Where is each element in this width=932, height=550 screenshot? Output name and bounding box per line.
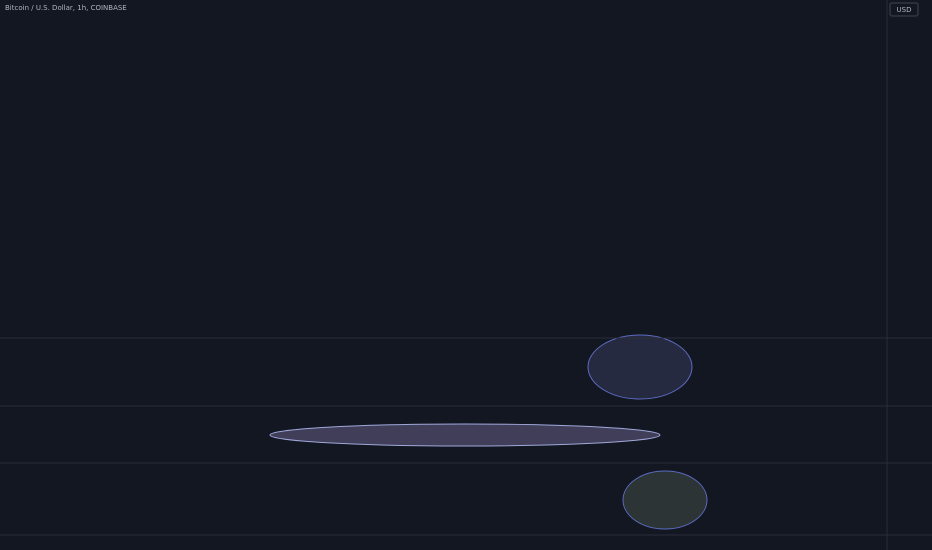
price-axis-bg [887, 0, 932, 550]
currency-label[interactable]: USD [897, 6, 912, 14]
highlight-ellipse [622, 470, 708, 530]
highlight-ellipse [269, 423, 661, 447]
currency-button[interactable] [889, 2, 919, 17]
highlight-ellipse [587, 334, 693, 400]
symbol-title: Bitcoin / U.S. Dollar, 1h, COINBASE [5, 4, 127, 12]
